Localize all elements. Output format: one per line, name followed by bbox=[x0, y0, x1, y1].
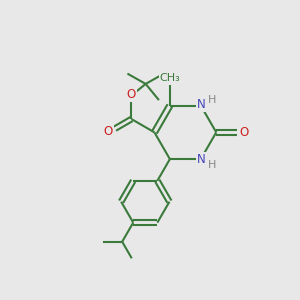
Text: H: H bbox=[208, 95, 216, 105]
Text: N: N bbox=[197, 153, 206, 166]
Text: N: N bbox=[197, 98, 206, 112]
Text: O: O bbox=[104, 124, 113, 137]
Text: O: O bbox=[239, 126, 249, 139]
Text: CH₃: CH₃ bbox=[160, 73, 180, 82]
Text: H: H bbox=[208, 160, 216, 170]
Text: O: O bbox=[127, 88, 136, 101]
